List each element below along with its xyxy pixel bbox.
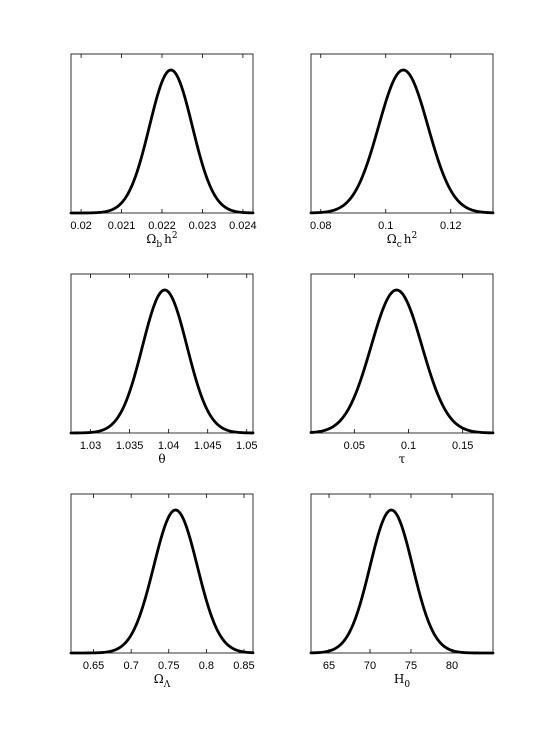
h0-x-tick-label: 70 — [364, 660, 376, 672]
h0-x-tick-label: 80 — [446, 660, 458, 672]
tau-x-tick-label: 0.15 — [452, 440, 473, 452]
theta-x-tick-label: 1.045 — [194, 440, 222, 452]
tau-x-tick-label: 0.05 — [344, 440, 365, 452]
omega-c-x-tick-label: 0.1 — [378, 220, 393, 232]
panel-omega-c: 0.08 0.1 0.12 Ωc h2 — [309, 53, 495, 250]
omega-b-x-tick-label: 0.023 — [189, 220, 217, 232]
h0-x-tick-label: 75 — [405, 660, 417, 672]
omega-lambda-x-tick-label: 0.65 — [83, 660, 104, 672]
omega-lambda-axes-frame — [70, 493, 254, 654]
h0-axes-frame — [310, 493, 494, 654]
omega-b-axes-frame — [70, 53, 254, 214]
omega-c-posterior-curve — [309, 68, 495, 215]
h0-posterior-curve — [309, 508, 495, 655]
omega-b-x-tick-label: 0.021 — [108, 220, 136, 232]
omega-b-x-axis-label: Ωb h2 — [146, 231, 177, 250]
omega-lambda-x-axis-label: ΩΛ — [154, 672, 171, 690]
panel-h0: 65 70 75 80 H0 — [309, 493, 495, 690]
omega-b-x-tick-label: 0.02 — [70, 220, 91, 232]
omega-b-posterior-curve — [69, 68, 255, 215]
theta-axes-frame — [70, 273, 254, 434]
theta-x-axis-label: θ — [158, 452, 165, 466]
omega-c-x-tick-label: 0.12 — [440, 220, 461, 232]
tau-x-axis-label: τ — [399, 452, 406, 466]
omega-c-axes-frame — [310, 53, 494, 214]
theta-x-tick-label: 1.04 — [158, 440, 179, 452]
h0-x-tick-label: 65 — [323, 660, 335, 672]
h0-x-axis-label: H0 — [394, 672, 410, 690]
theta-x-tick-label: 1.05 — [236, 440, 257, 452]
omega-lambda-x-tick-label: 0.7 — [124, 660, 139, 672]
tau-axes-frame — [310, 273, 494, 434]
panel-tau: 0.05 0.1 0.15 τ — [309, 273, 495, 466]
tau-x-tick-label: 0.1 — [401, 440, 416, 452]
theta-x-tick-label: 1.035 — [116, 440, 144, 452]
omega-lambda-x-tick-label: 0.8 — [199, 660, 214, 672]
omega-c-x-tick-label: 0.08 — [310, 220, 331, 232]
omega-b-x-tick-label: 0.022 — [148, 220, 176, 232]
omega-b-x-tick-label: 0.024 — [229, 220, 257, 232]
omega-c-x-axis-label: Ωc h2 — [387, 231, 417, 250]
omega-lambda-x-tick-label: 0.85 — [233, 660, 254, 672]
panel-omega-b: 0.02 0.021 0.022 0.023 0.024 Ωb h2 — [69, 53, 257, 250]
omega-lambda-x-tick-label: 0.75 — [158, 660, 179, 672]
theta-posterior-curve — [69, 288, 255, 435]
panel-theta: 1.03 1.035 1.04 1.045 1.05 θ — [69, 273, 257, 466]
theta-x-tick-label: 1.03 — [80, 440, 101, 452]
tau-posterior-curve — [309, 288, 495, 435]
omega-lambda-posterior-curve — [69, 508, 255, 655]
panel-omega-lambda: 0.65 0.7 0.75 0.8 0.85 ΩΛ — [69, 493, 255, 690]
